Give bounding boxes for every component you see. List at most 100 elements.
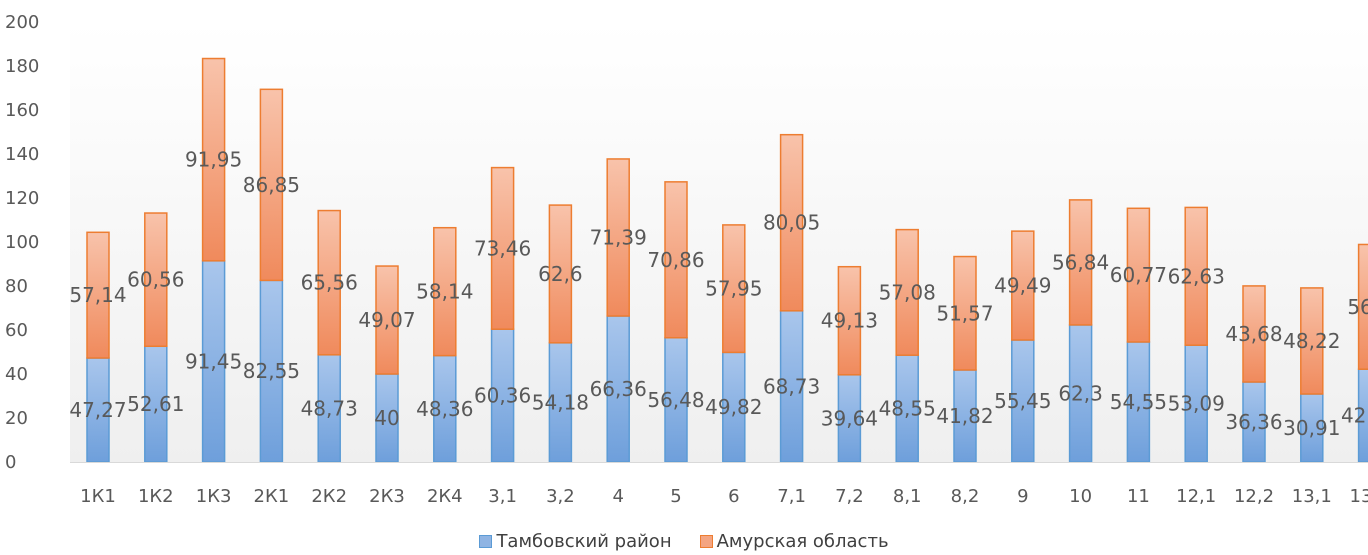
bar-amur <box>895 228 919 356</box>
x-tick-label: 3,2 <box>546 486 575 507</box>
bar-amur <box>779 133 804 312</box>
data-label-tambov: 42,18 <box>1341 404 1368 428</box>
bar-amur <box>433 226 457 357</box>
bar-amur <box>375 265 399 375</box>
x-tick-label: 3,1 <box>488 486 517 507</box>
legend-label-tambov: Тамбовский район <box>496 530 672 552</box>
bar-amur <box>144 212 168 348</box>
data-label-amur: 57,14 <box>69 283 126 307</box>
bar-amur <box>606 158 630 317</box>
data-label-tambov: 52,61 <box>127 392 184 416</box>
data-label-amur: 60,77 <box>1110 263 1167 287</box>
y-tick-label: 180 <box>5 56 39 77</box>
x-tick-label: 7,1 <box>777 486 806 507</box>
data-label-tambov: 53,09 <box>1168 392 1225 416</box>
x-tick-label: 1К3 <box>196 486 232 507</box>
x-tick-label: 9 <box>1017 486 1028 507</box>
data-label-amur: 51,57 <box>936 301 993 325</box>
legend-item-amur[interactable]: Амурская область <box>699 529 889 553</box>
x-tick-label: 4 <box>612 486 623 507</box>
data-label-tambov: 68,73 <box>763 374 820 398</box>
bar-amur <box>664 181 688 339</box>
bar-amur <box>548 204 573 344</box>
data-label-tambov: 48,73 <box>301 396 358 420</box>
data-label-amur: 86,85 <box>243 173 300 197</box>
bar-amur <box>86 231 110 359</box>
data-label-amur: 57,95 <box>705 277 762 301</box>
x-tick-label: 12,2 <box>1234 486 1274 507</box>
data-label-tambov: 48,55 <box>879 397 936 421</box>
data-label-amur: 80,05 <box>763 211 820 235</box>
legend-swatch-amur <box>699 534 713 548</box>
bar-tambov <box>1357 368 1368 463</box>
bar-amur <box>722 224 746 354</box>
y-tick-label: 120 <box>5 188 39 209</box>
bars <box>86 57 1368 463</box>
data-label-amur: 71,39 <box>590 225 647 249</box>
data-label-amur: 49,07 <box>358 308 415 332</box>
bar-amur <box>1184 206 1208 346</box>
data-label-amur: 91,95 <box>185 148 242 172</box>
y-tick-label: 80 <box>5 276 28 297</box>
x-tick-label: 11 <box>1127 486 1150 507</box>
x-tick-label: 2К2 <box>311 486 347 507</box>
data-label-tambov: 40 <box>374 406 399 430</box>
data-labels: 47,27 57,14 52,61 60,56 91,45 91,95 82,55 86,85… <box>69 148 1368 440</box>
data-label-amur: 58,14 <box>416 280 473 304</box>
bar-amur <box>953 255 977 371</box>
bar-amur <box>1126 207 1151 343</box>
bar-amur <box>490 166 515 330</box>
data-label-tambov: 47,27 <box>69 398 126 422</box>
data-label-tambov: 54,55 <box>1110 390 1167 414</box>
bar-amur <box>1357 243 1368 370</box>
data-label-tambov: 39,64 <box>821 406 878 430</box>
y-tick-label: 100 <box>5 232 39 253</box>
data-label-amur: 49,13 <box>821 309 878 333</box>
y-tick-label: 0 <box>5 452 16 473</box>
legend-label-amur: Амурская область <box>716 530 889 552</box>
x-tick-label: 2К3 <box>369 486 405 507</box>
y-tick-label: 40 <box>5 364 28 385</box>
data-label-tambov: 62,3 <box>1058 381 1103 405</box>
data-label-tambov: 49,82 <box>705 395 762 419</box>
plot-background <box>70 22 1368 462</box>
data-label-tambov: 30,91 <box>1283 416 1340 440</box>
bar-amur <box>201 57 226 262</box>
data-label-tambov: 54,18 <box>532 390 589 414</box>
data-label-tambov: 36,36 <box>1225 410 1282 434</box>
data-label-amur: 56,7 <box>1347 295 1368 319</box>
bar-amur <box>1300 287 1324 395</box>
data-label-tambov: 56,48 <box>647 388 704 412</box>
bar-amur <box>317 209 341 356</box>
bar-amur <box>259 88 284 282</box>
data-label-amur: 62,63 <box>1168 264 1225 288</box>
data-label-tambov: 48,36 <box>416 397 473 421</box>
y-axis: 0 20 40 60 80 100 120 140 160 180 200 <box>5 12 39 473</box>
x-tick-label: 1К2 <box>138 486 174 507</box>
x-tick-label: 2К1 <box>254 486 290 507</box>
data-label-amur: 65,56 <box>301 271 358 295</box>
x-tick-label: 8,2 <box>951 486 980 507</box>
data-label-amur: 43,68 <box>1225 322 1282 346</box>
data-label-tambov: 82,55 <box>243 359 300 383</box>
y-tick-label: 160 <box>5 100 39 121</box>
y-tick-label: 200 <box>5 12 39 33</box>
data-label-amur: 60,56 <box>127 268 184 292</box>
legend-swatch-tambov <box>479 534 493 548</box>
data-label-tambov: 55,45 <box>994 389 1051 413</box>
data-label-tambov: 41,82 <box>936 404 993 428</box>
x-axis: 1К1 1К2 1К3 2К1 2К2 2К3 2К4 3,1 3,2 4 5 6 7,1 7,2 8,1 8… <box>70 462 1368 507</box>
legend-item-tambov[interactable]: Тамбовский район <box>479 529 672 553</box>
data-label-amur: 48,22 <box>1283 329 1340 353</box>
data-label-amur: 56,84 <box>1052 250 1109 274</box>
data-label-amur: 73,46 <box>474 236 531 260</box>
data-label-amur: 62,6 <box>538 262 583 286</box>
legend: Тамбовский район Амурская область <box>0 529 1368 553</box>
x-tick-label: 2К4 <box>427 486 463 507</box>
y-tick-label: 20 <box>5 408 28 429</box>
bar-amur <box>837 265 862 376</box>
bar-amur <box>1011 230 1035 341</box>
data-label-tambov: 91,45 <box>185 349 242 373</box>
y-tick-label: 140 <box>5 144 39 165</box>
